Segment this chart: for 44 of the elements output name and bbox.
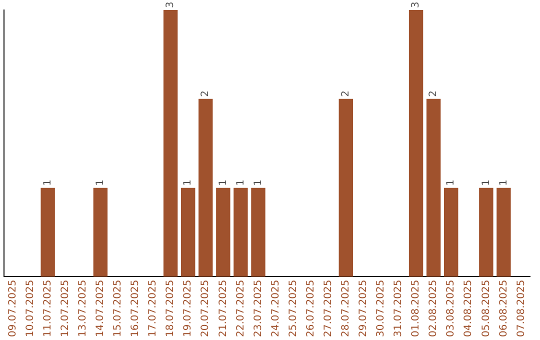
- x-tick-label: 09.07.2025: [7, 280, 18, 338]
- x-tick-label: 19.07.2025: [182, 280, 194, 338]
- data-label: 1: [95, 179, 106, 186]
- data-label: 1: [218, 179, 229, 186]
- x-tick-label: 18.07.2025: [165, 280, 176, 338]
- data-label: 1: [235, 179, 246, 186]
- x-tick-label: 02.08.2025: [428, 280, 440, 338]
- data-label: 3: [165, 2, 176, 8]
- x-tick-label: 14.07.2025: [95, 280, 106, 338]
- x-tick-label: 01.08.2025: [410, 280, 422, 338]
- x-tick-label: 30.07.2025: [376, 280, 387, 338]
- data-label: 2: [340, 90, 352, 97]
- x-tick-label: 23.07.2025: [252, 280, 264, 338]
- x-tick-label: 28.07.2025: [340, 280, 352, 338]
- x-tick-label: 05.08.2025: [480, 280, 492, 338]
- x-tick-label: 29.07.2025: [358, 280, 370, 338]
- x-tick-label: 26.07.2025: [305, 280, 316, 338]
- x-tick-label: 21.07.2025: [218, 280, 229, 338]
- x-tick-label: 31.07.2025: [393, 280, 404, 338]
- x-tick-label: 11.07.2025: [42, 280, 54, 338]
- data-label: 1: [446, 179, 457, 186]
- x-tick-label: 03.08.2025: [446, 280, 457, 338]
- data-label: 2: [200, 90, 212, 97]
- data-label: 1: [498, 179, 510, 186]
- x-tick-label: 15.07.2025: [112, 280, 124, 338]
- x-tick-label: 22.07.2025: [235, 280, 246, 338]
- x-tick-label: 12.07.2025: [60, 280, 71, 338]
- x-tick-label: 07.08.2025: [516, 280, 527, 338]
- data-label: 1: [42, 179, 54, 186]
- data-label: 1: [480, 179, 492, 186]
- data-label: 1: [252, 179, 264, 186]
- x-tick-label: 13.07.2025: [77, 280, 88, 338]
- data-label: 2: [428, 90, 440, 97]
- x-tick-label: 06.08.2025: [498, 280, 510, 338]
- x-tick-label: 27.07.2025: [322, 280, 334, 338]
- x-tick-label: 16.07.2025: [130, 280, 142, 338]
- x-tick-label: 24.07.2025: [270, 280, 282, 338]
- data-label: 1: [182, 179, 194, 186]
- x-tick-label: 17.07.2025: [148, 280, 159, 338]
- x-tick-label: 20.07.2025: [200, 280, 212, 338]
- x-tick-label: 10.07.2025: [24, 280, 36, 338]
- x-tick-label: 25.07.2025: [288, 280, 299, 338]
- data-label: 3: [410, 2, 422, 8]
- x-tick-label: 04.08.2025: [463, 280, 474, 338]
